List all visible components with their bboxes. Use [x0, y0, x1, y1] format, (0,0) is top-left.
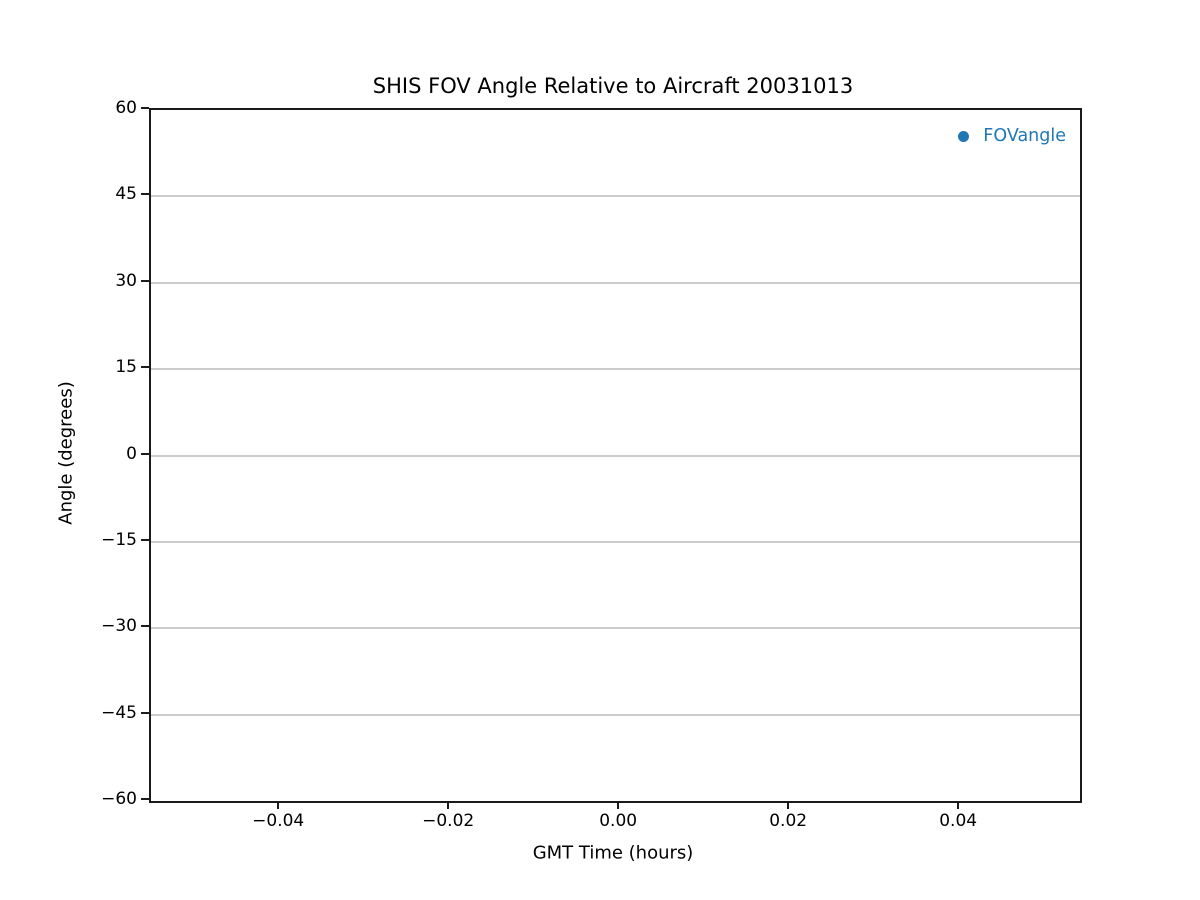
legend: FOVangle — [958, 126, 1066, 146]
y-tick-mark — [141, 279, 149, 282]
y-gridline — [151, 454, 1080, 457]
y-tick-label: −30 — [101, 616, 137, 637]
y-tick-mark — [141, 452, 149, 455]
y-gridline — [151, 368, 1080, 371]
plot-area: FOVangle — [149, 108, 1082, 803]
y-tick-label: −15 — [101, 529, 137, 550]
y-tick-label: 30 — [115, 270, 137, 291]
x-tick-mark — [277, 801, 280, 809]
y-tick-label: 60 — [115, 98, 137, 118]
x-tick-mark — [957, 801, 960, 809]
x-tick-label: 0.00 — [599, 811, 638, 831]
y-tick-mark — [141, 625, 149, 628]
y-tick-mark — [141, 798, 149, 800]
y-tick-mark — [141, 107, 149, 109]
x-axis-label: GMT Time (hours) — [532, 842, 694, 864]
y-tick-mark — [141, 193, 149, 196]
y-gridline — [151, 713, 1080, 716]
y-tick-label: −60 — [101, 789, 137, 809]
legend-marker-circle-icon — [958, 130, 970, 142]
x-tick-mark — [447, 801, 450, 809]
y-tick-label: 0 — [126, 443, 137, 464]
y-tick-label: 15 — [115, 357, 137, 378]
x-tick-mark — [787, 801, 790, 809]
y-tick-label: 45 — [115, 184, 137, 205]
y-gridline — [151, 540, 1080, 543]
y-tick-label: −45 — [101, 702, 137, 723]
y-gridline — [151, 195, 1080, 198]
x-tick-label: 0.02 — [769, 811, 808, 831]
y-tick-mark — [141, 366, 149, 369]
chart-title: SHIS FOV Angle Relative to Aircraft 2003… — [372, 74, 854, 98]
x-tick-label: −0.04 — [252, 811, 305, 831]
y-tick-mark — [141, 711, 149, 714]
x-tick-label: −0.02 — [422, 811, 475, 831]
y-gridline — [151, 281, 1080, 284]
y-tick-mark — [141, 538, 149, 541]
legend-label: FOVangle — [983, 126, 1066, 146]
x-tick-label: 0.04 — [939, 811, 978, 831]
y-gridline — [151, 627, 1080, 630]
x-tick-mark — [617, 801, 620, 809]
